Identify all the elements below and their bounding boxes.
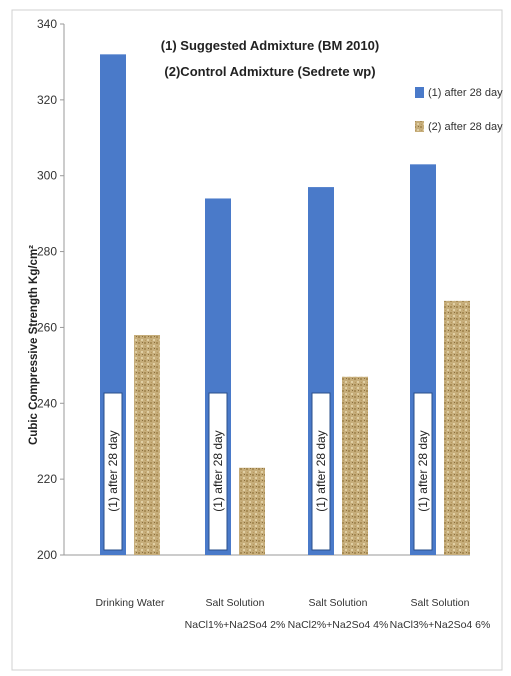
- bar-annotation-label: (1) after 28 day: [314, 430, 328, 511]
- x-category-label: NaCl2%+Na2So4 4%: [288, 619, 389, 631]
- legend-swatch-series-1: [415, 87, 424, 98]
- title-line-1: (1) Suggested Admixture (BM 2010): [161, 38, 379, 53]
- y-tick-label: 220: [37, 472, 57, 486]
- legend: (1) after 28 day (2) after 28 day: [415, 87, 503, 133]
- legend-label-series-1: (1) after 28 day: [428, 87, 503, 99]
- bar-series-2-cat-3: [342, 376, 368, 555]
- y-tick-label: 260: [37, 320, 57, 334]
- y-axis-ticks: 200 220 240 260 280 300 320 340: [37, 17, 64, 562]
- x-category-label: Drinking Water: [95, 597, 165, 609]
- bar-series-2-cat-1: [134, 335, 160, 555]
- annotation-box: [311, 392, 331, 551]
- y-tick-label: 240: [37, 396, 57, 410]
- y-axis-label: Cubic Compressive Strength Kg/cm²: [28, 245, 40, 445]
- chart-frame: [11, 9, 503, 671]
- y-tick-label: 340: [37, 17, 57, 31]
- chart-title: (1) Suggested Admixture (BM 2010) (2)Con…: [161, 38, 379, 79]
- x-category-label: Salt Solution: [411, 597, 470, 609]
- axes: [63, 24, 470, 556]
- annotation-box: [208, 392, 228, 551]
- annotation-box: [413, 392, 433, 551]
- y-tick-label: 300: [37, 169, 57, 183]
- bar-annotation-label: (1) after 28 day: [416, 430, 430, 511]
- title-line-2: (2)Control Admixture (Sedrete wp): [164, 64, 375, 79]
- x-axis-categories: Drinking Water Salt Solution NaCl1%+Na2So4…: [95, 597, 490, 631]
- bar-annotation-label: (1) after 28 day: [211, 430, 225, 511]
- annotation-box: [103, 392, 123, 551]
- legend-label-series-2: (2) after 28 day: [428, 121, 503, 133]
- y-tick-label: 320: [37, 93, 57, 107]
- bar-series-2-cat-2: [239, 467, 265, 555]
- x-category-label: Salt Solution: [309, 597, 368, 609]
- x-category-label: NaCl3%+Na2So4 6%: [390, 619, 491, 631]
- bar-annotations: (1) after 28 day (1) after 28 day (1) afte…: [103, 392, 433, 551]
- bar-annotation-label: (1) after 28 day: [106, 430, 120, 511]
- legend-swatch-series-2: [415, 121, 424, 132]
- y-tick-label: 280: [37, 245, 57, 259]
- bar-series-2-cat-4: [444, 300, 470, 555]
- x-category-label: NaCl1%+Na2So4 2%: [185, 619, 286, 631]
- x-category-label: Salt Solution: [206, 597, 265, 609]
- y-tick-label: 200: [37, 548, 57, 562]
